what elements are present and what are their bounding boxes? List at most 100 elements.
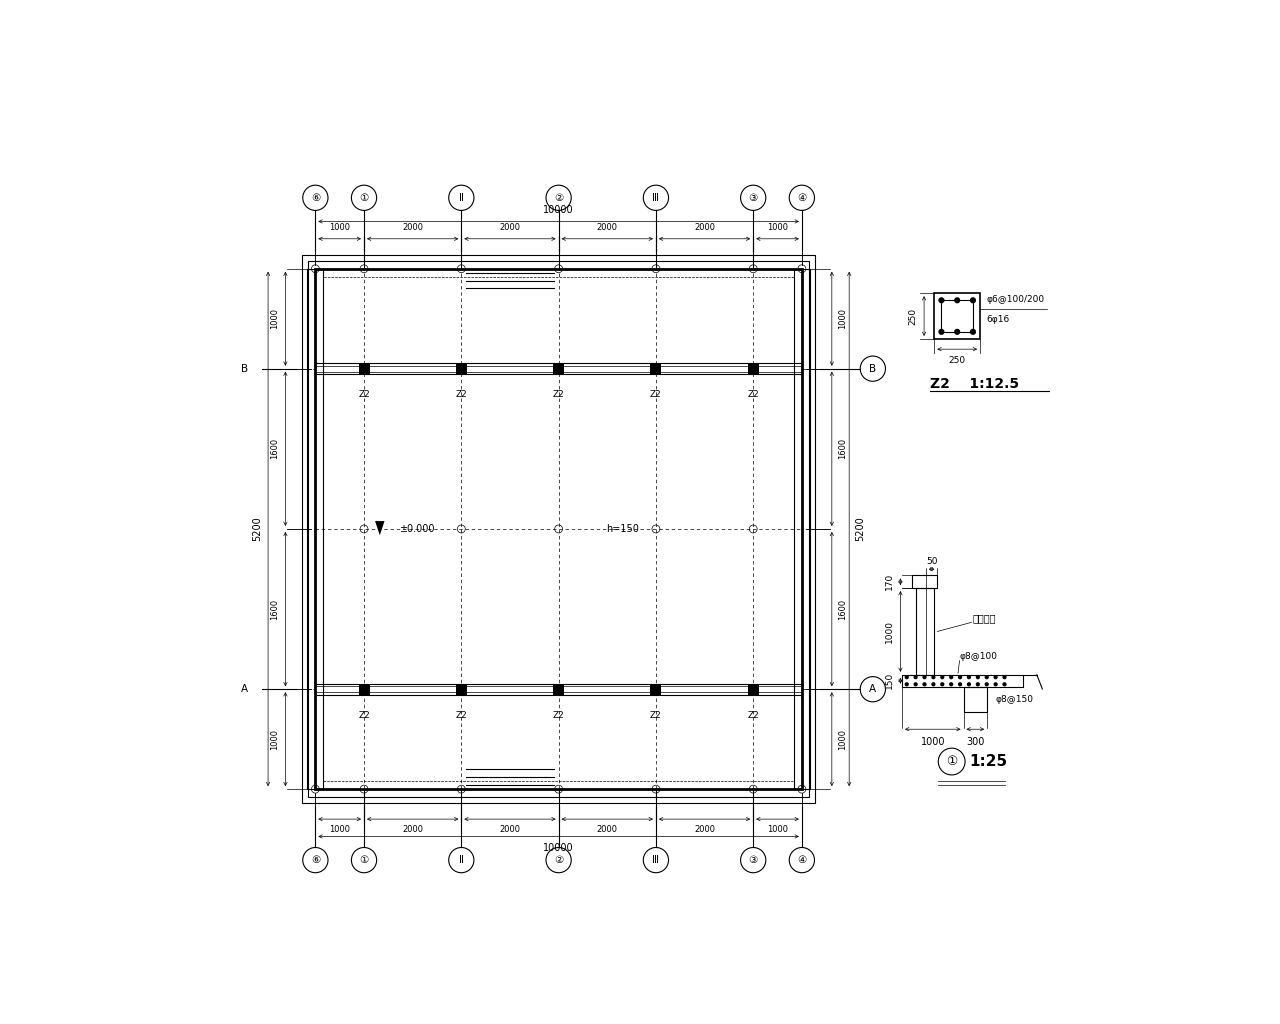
Circle shape [932,676,934,679]
Bar [308,261,809,797]
Bar [650,364,662,374]
Circle shape [914,683,916,686]
Circle shape [950,676,952,679]
Text: 青石栏杆: 青石栏杆 [973,613,996,624]
Text: ③: ③ [749,855,758,865]
Circle shape [914,676,916,679]
Bar [307,268,324,790]
Bar [358,684,370,694]
Text: ②: ② [554,855,563,865]
Bar [748,364,759,374]
Text: B: B [241,364,248,374]
Text: 1000: 1000 [329,825,351,835]
Circle shape [970,298,975,303]
Text: 1000: 1000 [920,737,945,748]
Text: 10000: 10000 [543,843,573,853]
Text: Z2: Z2 [650,390,662,399]
Circle shape [940,298,943,303]
Text: Z2: Z2 [358,390,370,399]
Circle shape [932,683,934,686]
Text: ②: ② [554,193,563,203]
Text: 1000: 1000 [767,223,788,232]
Text: 6φ16: 6φ16 [987,314,1010,324]
Text: 5200: 5200 [252,516,261,542]
Circle shape [959,676,961,679]
Text: A: A [241,684,248,694]
Bar [315,268,801,790]
Circle shape [968,683,970,686]
Text: 170: 170 [886,573,895,591]
Text: Z2: Z2 [748,390,759,399]
Text: A: A [869,684,877,694]
Text: 1000: 1000 [270,729,279,750]
Text: Z2: Z2 [456,711,467,720]
Text: 250: 250 [948,356,966,366]
Text: ①: ① [360,855,369,865]
Text: 1600: 1600 [270,438,279,460]
Circle shape [905,683,908,686]
Text: 1000: 1000 [886,620,895,643]
Bar [315,684,801,694]
Text: Z2    1:12.5: Z2 1:12.5 [931,377,1019,391]
Text: 10000: 10000 [543,205,573,215]
Circle shape [923,683,925,686]
Text: Ⅲ: Ⅲ [653,855,659,865]
Circle shape [1004,683,1006,686]
Circle shape [941,676,943,679]
Bar [650,684,662,694]
Text: 1600: 1600 [838,598,847,620]
Text: 300: 300 [966,737,984,748]
Circle shape [986,683,988,686]
Text: Z2: Z2 [358,711,370,720]
Text: ⑥: ⑥ [311,855,320,865]
Text: Ⅲ: Ⅲ [653,193,659,203]
Text: 1000: 1000 [838,308,847,329]
Text: Z2: Z2 [456,390,467,399]
Circle shape [955,330,960,334]
Text: Z2: Z2 [553,711,564,720]
Bar [916,588,933,675]
Bar [794,268,810,790]
Text: 2000: 2000 [694,223,716,232]
Text: ④: ④ [797,855,806,865]
Circle shape [968,676,970,679]
Text: ④: ④ [797,193,806,203]
Bar [941,300,973,332]
Bar [315,364,801,374]
Circle shape [941,683,943,686]
Bar [456,364,467,374]
Text: h=150: h=150 [607,524,640,534]
Circle shape [995,676,997,679]
Circle shape [950,683,952,686]
Text: 2000: 2000 [499,223,521,232]
Text: φ6@100/200: φ6@100/200 [987,295,1044,304]
Circle shape [923,676,925,679]
Text: 2000: 2000 [596,223,618,232]
Text: 1000: 1000 [329,223,351,232]
Circle shape [977,676,979,679]
Text: 2000: 2000 [694,825,716,835]
Circle shape [905,676,908,679]
Text: 1000: 1000 [767,825,788,835]
Text: Z2: Z2 [650,711,662,720]
Text: φ8@100: φ8@100 [960,651,997,660]
Text: ①: ① [946,755,957,768]
Text: 1000: 1000 [838,729,847,750]
Text: Z2: Z2 [748,711,759,720]
Circle shape [977,683,979,686]
Text: 1:25: 1:25 [969,754,1007,769]
Text: 50: 50 [925,557,937,566]
Text: φ8@150: φ8@150 [995,694,1033,703]
Text: 150: 150 [886,672,895,689]
Bar [553,364,564,374]
Bar [748,684,759,694]
Text: Ⅱ: Ⅱ [458,193,463,203]
Text: Z2: Z2 [553,390,564,399]
Circle shape [986,676,988,679]
Text: 2000: 2000 [402,223,424,232]
Text: ③: ③ [749,193,758,203]
Text: 5200: 5200 [855,516,865,542]
Bar [902,675,1023,687]
Bar [964,687,987,712]
Circle shape [1004,676,1006,679]
